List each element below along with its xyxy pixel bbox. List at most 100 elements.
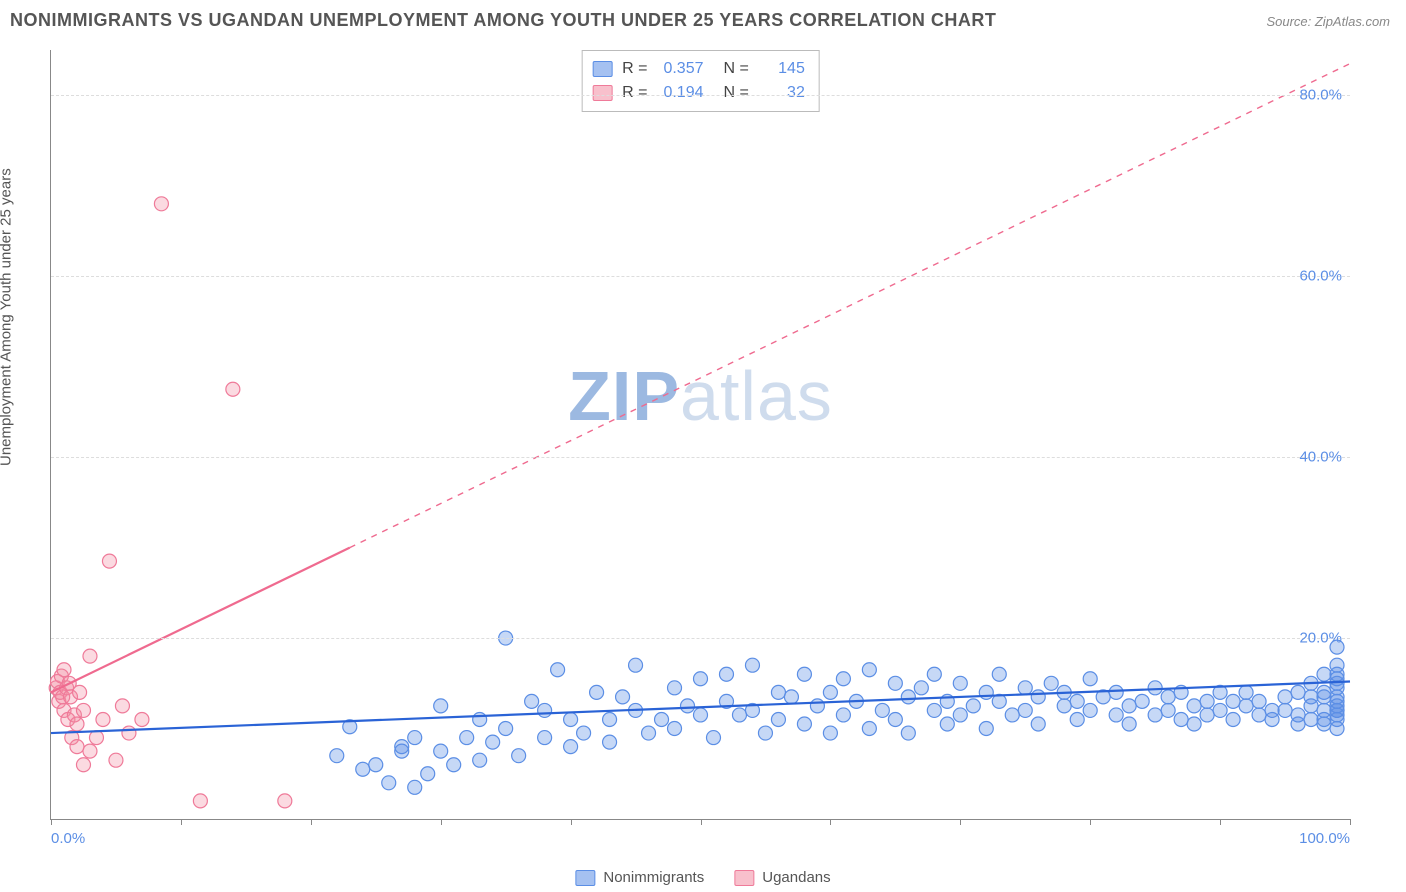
h-gridline	[51, 276, 1350, 277]
data-point	[1109, 708, 1123, 722]
data-point	[1187, 699, 1201, 713]
data-point	[1239, 699, 1253, 713]
data-point	[1200, 708, 1214, 722]
data-point	[668, 722, 682, 736]
data-point	[1161, 690, 1175, 704]
data-point	[89, 731, 103, 745]
data-point	[70, 740, 84, 754]
data-point	[486, 735, 500, 749]
data-point	[953, 676, 967, 690]
trend-line	[51, 681, 1350, 733]
data-point	[966, 699, 980, 713]
data-point	[278, 794, 292, 808]
plot-svg	[51, 50, 1350, 819]
data-point	[992, 667, 1006, 681]
legend-label: Nonimmigrants	[603, 869, 704, 886]
data-point	[901, 726, 915, 740]
data-point	[330, 749, 344, 763]
data-point	[629, 658, 643, 672]
data-point	[1317, 667, 1331, 681]
data-point	[797, 717, 811, 731]
data-point	[823, 726, 837, 740]
stat-r-value: 0.357	[658, 57, 704, 81]
data-point	[564, 712, 578, 726]
data-point	[1109, 685, 1123, 699]
data-point	[499, 722, 513, 736]
data-point	[1161, 703, 1175, 717]
data-point	[1304, 712, 1318, 726]
stat-n-value: 145	[759, 57, 805, 81]
bottom-legend: Nonimmigrants Ugandans	[575, 869, 830, 886]
data-point	[1200, 694, 1214, 708]
legend-swatch	[734, 870, 754, 886]
data-point	[154, 197, 168, 211]
data-point	[797, 667, 811, 681]
data-point	[76, 703, 90, 717]
data-point	[1148, 681, 1162, 695]
x-tick	[1090, 819, 1091, 825]
data-point	[655, 712, 669, 726]
data-point	[193, 794, 207, 808]
data-point	[927, 667, 941, 681]
x-tick	[701, 819, 702, 825]
data-point	[1317, 717, 1331, 731]
data-point	[551, 663, 565, 677]
data-point	[1330, 703, 1344, 717]
data-point	[1317, 685, 1331, 699]
data-point	[1291, 685, 1305, 699]
data-point	[1278, 690, 1292, 704]
data-point	[447, 758, 461, 772]
data-point	[1174, 712, 1188, 726]
data-point	[1330, 690, 1344, 704]
data-point	[706, 731, 720, 745]
stats-row: R =0.194N =32	[592, 81, 805, 105]
stat-n-label: N =	[724, 81, 749, 105]
x-tick-label: 100.0%	[1299, 830, 1350, 847]
plot-outer: Unemployment Among Youth under 25 years …	[0, 40, 1406, 892]
y-tick-label: 80.0%	[1299, 87, 1342, 104]
data-point	[564, 740, 578, 754]
x-tick-label: 0.0%	[51, 830, 85, 847]
x-tick	[830, 819, 831, 825]
data-point	[642, 726, 656, 740]
data-point	[1018, 703, 1032, 717]
data-point	[1148, 708, 1162, 722]
data-point	[1070, 712, 1084, 726]
y-tick-label: 20.0%	[1299, 630, 1342, 647]
data-point	[70, 717, 84, 731]
x-tick	[1350, 819, 1351, 825]
data-point	[771, 712, 785, 726]
data-point	[979, 685, 993, 699]
data-point	[395, 744, 409, 758]
data-point	[408, 731, 422, 745]
x-tick	[51, 819, 52, 825]
data-point	[1239, 685, 1253, 699]
data-point	[668, 681, 682, 695]
x-tick	[960, 819, 961, 825]
data-point	[1057, 699, 1071, 713]
data-point	[122, 726, 136, 740]
data-point	[1031, 717, 1045, 731]
data-point	[1122, 717, 1136, 731]
h-gridline	[51, 95, 1350, 96]
data-point	[135, 712, 149, 726]
data-point	[57, 663, 71, 677]
data-point	[953, 708, 967, 722]
stat-r-label: R =	[622, 81, 647, 105]
chart-container: NONIMMIGRANTS VS UGANDAN UNEMPLOYMENT AM…	[0, 0, 1406, 892]
data-point	[1070, 694, 1084, 708]
data-point	[538, 703, 552, 717]
x-tick	[571, 819, 572, 825]
data-point	[1278, 703, 1292, 717]
x-tick	[181, 819, 182, 825]
data-point	[434, 744, 448, 758]
x-tick	[311, 819, 312, 825]
data-point	[927, 703, 941, 717]
data-point	[1265, 712, 1279, 726]
data-point	[1031, 690, 1045, 704]
legend-item: Ugandans	[734, 869, 830, 886]
h-gridline	[51, 457, 1350, 458]
data-point	[382, 776, 396, 790]
legend-swatch	[592, 61, 612, 77]
data-point	[745, 658, 759, 672]
